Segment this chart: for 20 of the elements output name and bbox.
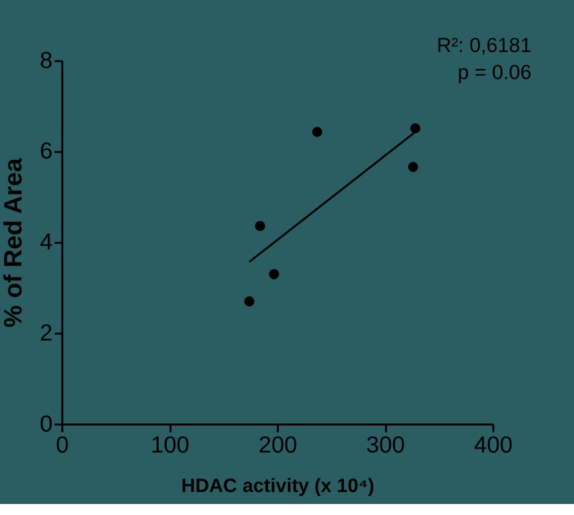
y-axis-title: % of Red Area [0,157,28,328]
point [244,296,254,306]
point [255,220,266,232]
y-tick-label: 6 [40,138,53,164]
point [312,126,322,138]
x-tick-label: 400 [474,432,513,458]
x-tick-label: 100 [150,432,190,458]
point [410,123,420,134]
y-tick-label: 4 [40,228,53,255]
x-tick-label: 200 [258,432,298,458]
text: R²: 0,6181 [436,34,532,57]
x-tick-label: 300 [366,432,405,458]
y-tick-label: 2 [40,319,53,346]
y-tick-label: 8 [40,46,53,73]
y-tick-label: 0 [40,410,53,436]
point [408,162,418,172]
x-tick-label: 0 [56,432,69,458]
point [269,269,280,280]
x-axis-title: HDAC activity (x 10⁴) [181,476,374,498]
annotation: p = 0.06 [458,62,532,84]
